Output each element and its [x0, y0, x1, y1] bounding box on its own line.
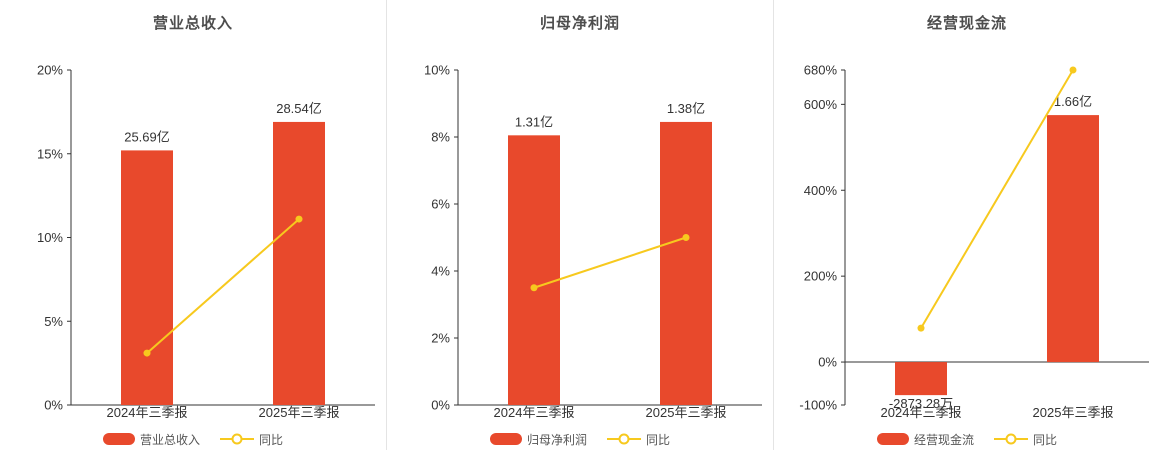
yoy-point: [530, 284, 538, 292]
chart-title: 归母净利润: [539, 14, 620, 32]
y-tick-label: 4%: [431, 264, 450, 279]
y-tick-label: 400%: [804, 183, 838, 198]
chart-title: 营业总收入: [152, 14, 233, 32]
bar-value-label: 25.69亿: [124, 129, 170, 144]
yoy-line: [146, 218, 300, 354]
bar-value-label: 28.54亿: [276, 101, 322, 116]
line-marker-icon: [231, 433, 243, 445]
bar-value-label: 1.66亿: [1054, 94, 1092, 109]
yoy-point: [1069, 66, 1077, 74]
legend-item-line[interactable]: 同比: [994, 431, 1057, 448]
bar: [508, 135, 560, 405]
net-profit-plot: 0% 2% 4% 6% 8% 10% 1.31亿 1.38亿 2024年三季报 2025年三季报: [390, 44, 770, 428]
x-axis-label: 2024年三季报: [881, 405, 962, 420]
yoy-line: [920, 69, 1074, 329]
chart-panel-cash-flow: 经营现金流 -100% 0% 200% 400% 600% 680% -2873.28万 1.…: [774, 0, 1160, 450]
x-axis-label: 2024年三季报: [107, 405, 188, 420]
yoy-point: [917, 324, 925, 332]
plot-svg: 0% 5% 10% 15% 20% 25.69亿 28.54亿 2024年三季报 2025年三季…: [37, 63, 375, 420]
plot-svg: -100% 0% 200% 400% 600% 680% -2873.28万 1.66亿 202…: [799, 63, 1149, 420]
chart-panel-revenue: 营业总收入 0% 5% 10% 15% 20% 25.69亿 28.54亿 2024年三季报 2…: [0, 0, 386, 450]
bar-swatch-icon: [489, 433, 522, 445]
bar: [273, 121, 325, 406]
bar-swatch-icon: [876, 433, 909, 445]
revenue-plot: 0% 5% 10% 15% 20% 25.69亿 28.54亿 2024年三季报 2025年三季…: [3, 44, 383, 428]
legend-item-line[interactable]: 同比: [220, 431, 283, 448]
y-tick-label: 2%: [431, 331, 450, 346]
line-swatch-icon: [994, 433, 1028, 445]
y-tick-label: 600%: [804, 97, 838, 112]
line-swatch-icon: [220, 433, 254, 445]
yoy-line: [533, 236, 687, 289]
chart-panel-net-profit: 归母净利润 0% 2% 4% 6% 8% 10% 1.31亿 1.38亿 2024年三季报 202…: [387, 0, 773, 450]
bar: [1047, 115, 1099, 363]
y-tick-label: 10%: [424, 63, 450, 78]
bar: [121, 150, 173, 405]
legend-item-bar[interactable]: 经营现金流: [876, 431, 974, 448]
chart-title: 经营现金流: [926, 14, 1007, 32]
legend-label: 同比: [1033, 432, 1058, 447]
bar: [895, 362, 947, 396]
legend-label: 经营现金流: [913, 432, 974, 447]
yoy-point: [295, 215, 303, 223]
y-tick-label: 15%: [37, 146, 63, 161]
legend: 经营现金流 同比: [774, 428, 1160, 450]
line-marker-icon: [618, 433, 630, 445]
legend-label: 归母净利润: [526, 432, 587, 447]
x-axis-label: 2025年三季报: [1033, 405, 1114, 420]
legend-item-bar[interactable]: 营业总收入: [102, 431, 200, 448]
y-tick-label: 680%: [804, 63, 838, 78]
panel-divider: [386, 0, 387, 450]
legend-item-line[interactable]: 同比: [607, 431, 670, 448]
y-tick-label: -100%: [799, 398, 837, 413]
y-tick-label: 0%: [818, 355, 837, 370]
y-tick-label: 8%: [431, 130, 450, 145]
bar-value-label: -2873.28万: [889, 396, 953, 411]
bar-value-label: 1.38亿: [667, 101, 705, 116]
y-tick-label: 6%: [431, 197, 450, 212]
legend: 归母净利润 同比: [387, 428, 773, 450]
y-tick-label: 5%: [44, 314, 63, 329]
line-marker-icon: [1005, 433, 1017, 445]
y-tick-label: 0%: [44, 398, 63, 413]
x-axis-label: 2025年三季报: [646, 405, 727, 420]
x-axis-label: 2024年三季报: [494, 405, 575, 420]
y-tick-label: 20%: [37, 63, 63, 78]
cash-flow-plot: -100% 0% 200% 400% 600% 680% -2873.28万 1.66亿 202…: [777, 44, 1157, 428]
x-axis-label: 2025年三季报: [259, 405, 340, 420]
legend-label: 营业总收入: [139, 432, 200, 447]
bar-swatch-icon: [102, 433, 135, 445]
legend: 营业总收入 同比: [0, 428, 386, 450]
line-swatch-icon: [607, 433, 641, 445]
y-tick-label: 200%: [804, 269, 838, 284]
bar: [660, 121, 712, 406]
legend-item-bar[interactable]: 归母净利润: [489, 431, 587, 448]
y-tick-label: 0%: [431, 398, 450, 413]
bar-value-label: 1.31亿: [515, 114, 553, 129]
panel-divider: [773, 0, 774, 450]
plot-svg: 0% 2% 4% 6% 8% 10% 1.31亿 1.38亿 2024年三季报 2025年三季报: [424, 63, 762, 420]
y-tick-label: 10%: [37, 230, 63, 245]
legend-label: 同比: [259, 432, 284, 447]
yoy-point: [682, 234, 690, 241]
yoy-point: [143, 349, 151, 357]
legend-label: 同比: [646, 432, 671, 447]
